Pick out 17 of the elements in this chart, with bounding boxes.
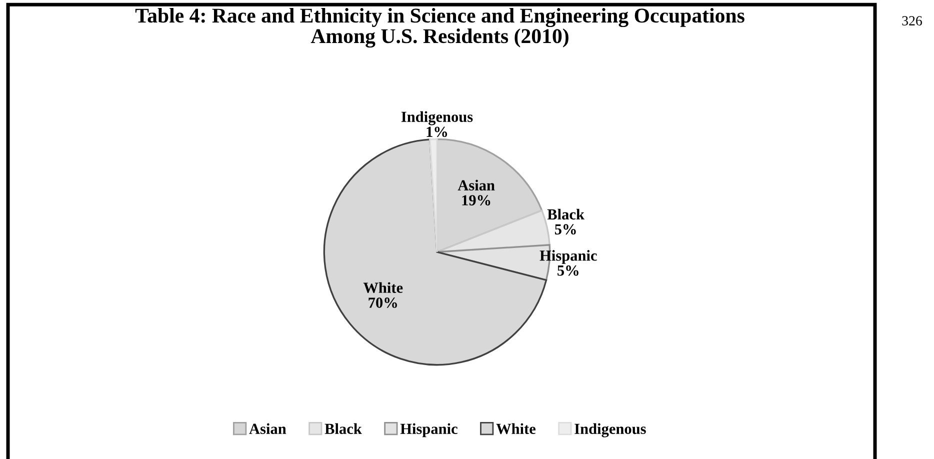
data-label: 19% [462, 195, 490, 206]
data-label: 70% [368, 298, 397, 308]
data-label: 5% [558, 265, 578, 276]
legend-label: Asian [249, 423, 286, 434]
slice-label: White [363, 282, 403, 294]
legend-label: Hispanic [400, 423, 458, 438]
slice-label: Hispanic [540, 250, 597, 264]
legend-label: White [496, 423, 536, 434]
slice-label: Asian [458, 180, 495, 191]
data-label: 1% [426, 126, 448, 138]
text: 326 [902, 16, 922, 26]
slice-label: Black [547, 208, 584, 220]
data-label: 5% [554, 224, 576, 235]
slice-label: Indigenous [401, 111, 473, 126]
legend-label: Indigenous [574, 423, 646, 438]
chart-title: Table 4: Race and Ethnicity in Science and Engineering Occupations Among U.S. Residents (2010) [135, 8, 744, 48]
legend-label: Black [324, 423, 362, 434]
